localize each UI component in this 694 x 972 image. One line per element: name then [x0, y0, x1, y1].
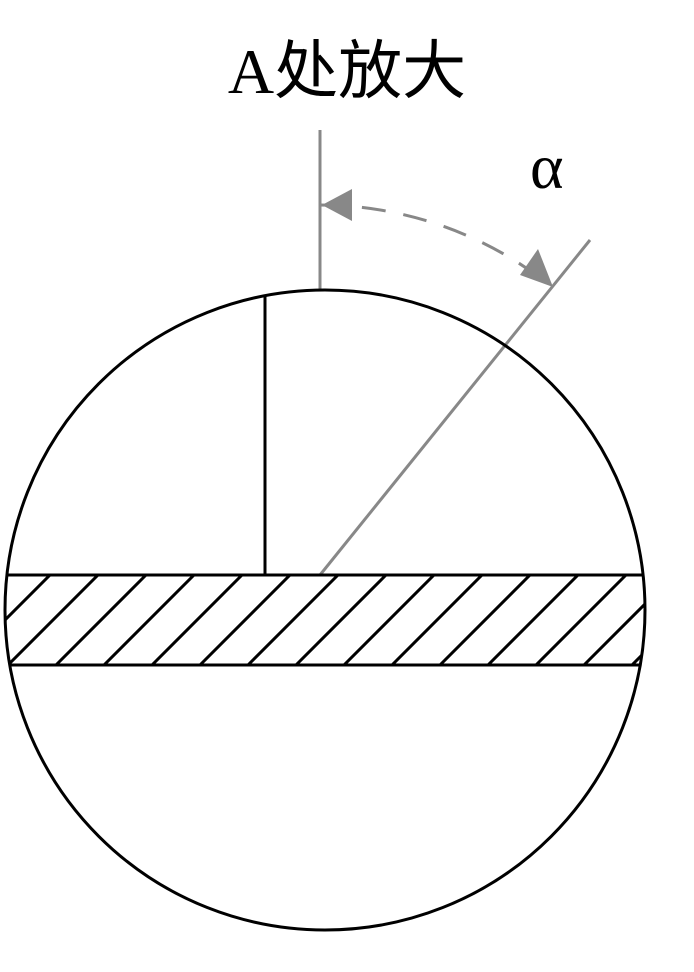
engineering-drawing	[0, 0, 694, 972]
angle-arc	[320, 205, 552, 287]
angle-arc-arrow-end	[520, 249, 553, 287]
detail-circle-outline	[5, 290, 645, 930]
hatch-lines	[0, 575, 694, 665]
angle-indicator	[320, 130, 590, 575]
section-geometry	[0, 280, 694, 665]
angle-arc-arrow-start	[322, 189, 352, 221]
diagram-canvas: A处放大 α	[0, 0, 694, 972]
hatched-band	[0, 575, 694, 665]
angle-diagonal-line	[320, 240, 590, 575]
